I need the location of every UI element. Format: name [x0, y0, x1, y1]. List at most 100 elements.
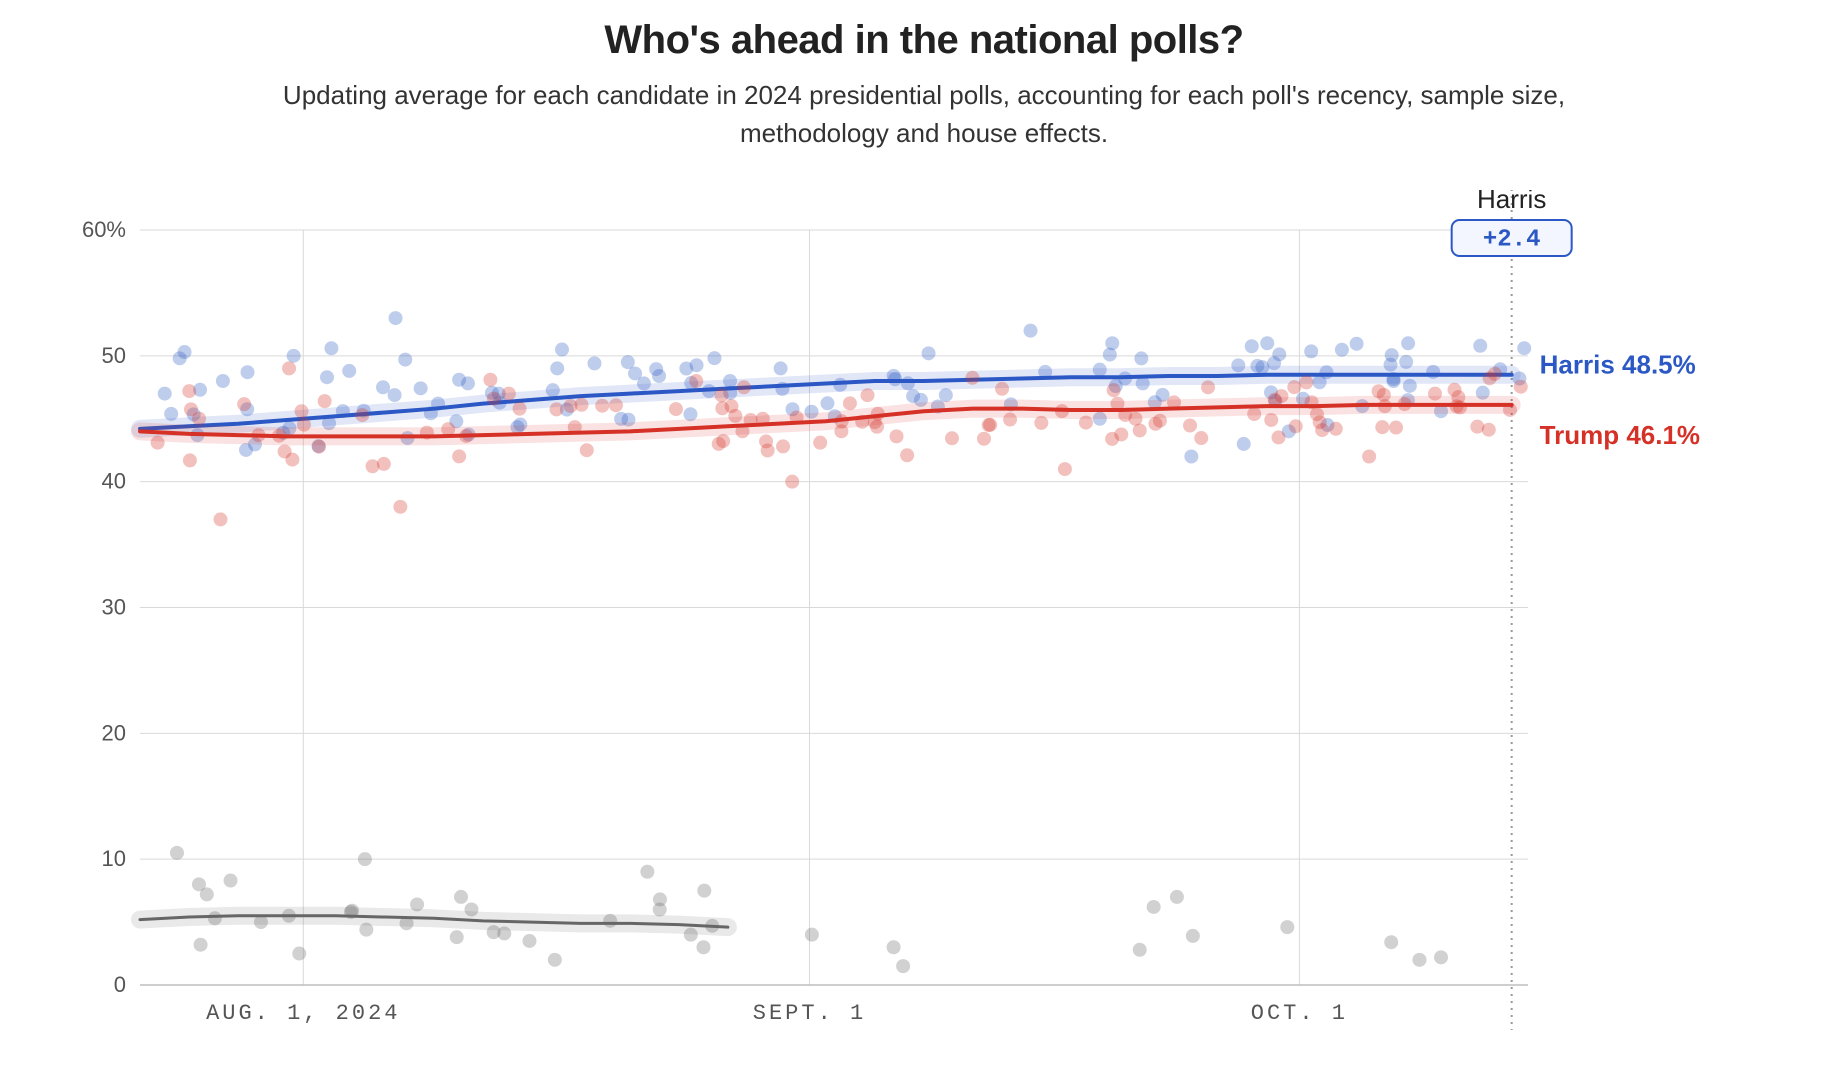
harris-poll-dot [324, 341, 338, 355]
trump-poll-dot [1133, 423, 1147, 437]
trump-poll-dot [502, 387, 516, 401]
trump-poll-dot [689, 374, 703, 388]
other-poll-dot [887, 940, 901, 954]
trump-poll-dot [965, 371, 979, 385]
trump-poll-dot [452, 449, 466, 463]
trump-poll-dot [1194, 431, 1208, 445]
trump-poll-dot [1299, 375, 1313, 389]
harris-poll-dot [1024, 324, 1038, 338]
other-poll-dot [1384, 935, 1398, 949]
other-poll-dot [194, 938, 208, 952]
harris-poll-dot [1245, 339, 1259, 353]
other-poll-dot [358, 852, 372, 866]
other-poll-dot [1186, 929, 1200, 943]
other-poll-dot [450, 930, 464, 944]
trump-poll-dot [1514, 380, 1528, 394]
trump-poll-dot [1488, 367, 1502, 381]
chart-area: 0102030405060%AUG. 1, 2024SEPT. 1OCT. 1H… [60, 190, 1788, 1045]
trump-poll-dot [213, 512, 227, 526]
trump-poll-dot [1287, 380, 1301, 394]
harris-poll-dot [621, 355, 635, 369]
other-poll-dot [1170, 890, 1184, 904]
trump-poll-dot [355, 408, 369, 422]
y-tick-label: 30 [102, 595, 126, 620]
harris-poll-dot [939, 388, 953, 402]
harris-poll-dot [178, 345, 192, 359]
other-poll-dot [548, 953, 562, 967]
harris-poll-dot [707, 351, 721, 365]
harris-poll-dot [774, 361, 788, 375]
trump-poll-dot [318, 394, 332, 408]
trump-poll-dot [761, 443, 775, 457]
y-tick-label: 10 [102, 846, 126, 871]
chart-title: Who's ahead in the national polls? [0, 0, 1848, 63]
trump-poll-dot [1058, 462, 1072, 476]
trump-poll-dot [861, 388, 875, 402]
harris-poll-dot [158, 387, 172, 401]
harris-poll-dot [587, 356, 601, 370]
trump-poll-dot [366, 459, 380, 473]
harris-poll-dot [1350, 337, 1364, 351]
leader-margin-value: +2.4 [1483, 226, 1541, 253]
trump-poll-dot [182, 384, 196, 398]
trump-poll-dot [715, 388, 729, 402]
trump-poll-dot [595, 399, 609, 413]
trump-poll-dot [1362, 450, 1376, 464]
harris-poll-dot [241, 365, 255, 379]
trump-poll-dot [184, 402, 198, 416]
other-poll-dot [224, 874, 238, 888]
other-poll-dot [896, 959, 910, 973]
trump-poll-dot [737, 380, 751, 394]
trump-poll-dot [580, 443, 594, 457]
harris-poll-dot [1335, 343, 1349, 357]
other-poll-dot [640, 865, 654, 879]
harris-poll-dot [1260, 336, 1274, 350]
x-tick-label: OCT. 1 [1251, 1001, 1348, 1026]
trump-poll-dot [183, 453, 197, 467]
harris-poll-dot [398, 353, 412, 367]
y-tick-label: 60% [82, 217, 126, 242]
trump-poll-dot [813, 436, 827, 450]
other-poll-dot [697, 884, 711, 898]
harris-poll-dot [1272, 347, 1286, 361]
trump-poll-dot [609, 398, 623, 412]
harris-poll-dot [1184, 450, 1198, 464]
trump-poll-dot [715, 401, 729, 415]
y-tick-label: 0 [114, 972, 126, 997]
harris-poll-dot [388, 388, 402, 402]
y-tick-label: 20 [102, 720, 126, 745]
harris-poll-dot [1237, 437, 1251, 451]
trump-poll-dot [295, 404, 309, 418]
trump-poll-dot [890, 429, 904, 443]
chart-subtitle: Updating average for each candidate in 2… [234, 77, 1614, 152]
other-poll-dot [292, 947, 306, 961]
harris-poll-dot [555, 343, 569, 357]
harris-poll-dot [690, 358, 704, 372]
trump-poll-dot [1201, 380, 1215, 394]
harris-poll-dot [820, 396, 834, 410]
other-poll-dot [522, 934, 536, 948]
harris-end-label: Harris 48.5% [1540, 350, 1696, 380]
trump-poll-dot [483, 373, 497, 387]
trump-poll-dot [785, 475, 799, 489]
trump-poll-dot [575, 398, 589, 412]
trump-poll-dot [393, 500, 407, 514]
trump-poll-dot [1313, 415, 1327, 429]
poll-chart-svg: 0102030405060%AUG. 1, 2024SEPT. 1OCT. 1H… [60, 190, 1788, 1045]
harris-poll-dot [216, 374, 230, 388]
trump-poll-dot [983, 418, 997, 432]
trump-poll-dot [843, 396, 857, 410]
y-tick-label: 50 [102, 343, 126, 368]
other-poll-dot [1412, 953, 1426, 967]
trump-poll-dot [1470, 420, 1484, 434]
x-tick-label: AUG. 1, 2024 [206, 1001, 400, 1026]
trump-poll-dot [716, 434, 730, 448]
x-tick-label: SEPT. 1 [753, 1001, 866, 1026]
trump-poll-dot [669, 402, 683, 416]
harris-poll-dot [1304, 344, 1318, 358]
other-poll-dot [1147, 900, 1161, 914]
harris-poll-dot [1385, 348, 1399, 362]
trump-poll-dot [237, 397, 251, 411]
trump-poll-dot [1271, 430, 1285, 444]
trump-poll-dot [487, 392, 501, 406]
